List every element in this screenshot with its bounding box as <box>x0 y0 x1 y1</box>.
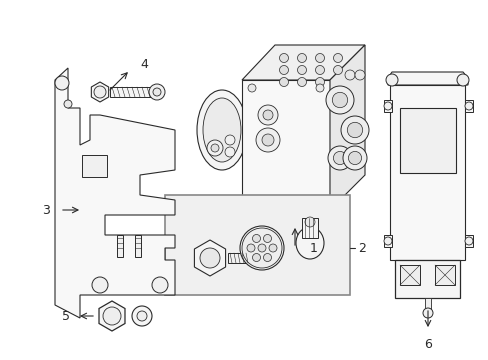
Circle shape <box>315 54 324 63</box>
Bar <box>424 298 430 313</box>
Bar <box>82 155 107 177</box>
Circle shape <box>279 54 288 63</box>
Circle shape <box>268 244 276 252</box>
Circle shape <box>240 226 284 270</box>
Circle shape <box>315 84 324 92</box>
Circle shape <box>263 110 272 120</box>
Circle shape <box>279 77 288 86</box>
Bar <box>227 253 249 263</box>
Circle shape <box>246 244 254 252</box>
Ellipse shape <box>295 227 324 259</box>
Circle shape <box>242 228 282 268</box>
Circle shape <box>354 70 364 80</box>
Bar <box>383 235 391 247</box>
Bar <box>135 235 141 257</box>
Circle shape <box>263 253 271 261</box>
Circle shape <box>152 277 168 293</box>
Bar <box>389 85 464 260</box>
Circle shape <box>347 152 361 165</box>
Circle shape <box>305 217 314 227</box>
Bar <box>117 235 123 257</box>
Circle shape <box>258 105 278 125</box>
Circle shape <box>315 196 324 204</box>
Circle shape <box>346 122 362 138</box>
Circle shape <box>333 152 346 165</box>
Bar <box>164 195 349 295</box>
Bar <box>464 235 472 247</box>
Circle shape <box>297 77 306 86</box>
Circle shape <box>340 116 368 144</box>
Text: 2: 2 <box>357 242 365 255</box>
Circle shape <box>327 146 351 170</box>
Bar <box>464 100 472 112</box>
Circle shape <box>153 88 161 96</box>
Circle shape <box>333 54 342 63</box>
Bar <box>399 108 455 173</box>
Polygon shape <box>387 72 467 85</box>
Polygon shape <box>329 45 364 210</box>
Circle shape <box>263 234 271 243</box>
Circle shape <box>342 146 366 170</box>
Circle shape <box>333 66 342 75</box>
Bar <box>394 260 459 298</box>
Circle shape <box>206 140 223 156</box>
Circle shape <box>456 74 468 86</box>
Ellipse shape <box>197 90 246 170</box>
Circle shape <box>252 253 260 261</box>
Bar <box>302 218 317 238</box>
Text: 3: 3 <box>42 203 50 216</box>
Circle shape <box>325 86 353 114</box>
Circle shape <box>64 100 72 108</box>
Text: 4: 4 <box>140 58 147 71</box>
Circle shape <box>200 248 220 268</box>
Circle shape <box>262 134 273 146</box>
Circle shape <box>224 135 235 145</box>
Bar <box>383 100 391 112</box>
Bar <box>110 87 155 97</box>
Circle shape <box>464 102 472 110</box>
Text: 1: 1 <box>309 242 317 255</box>
Circle shape <box>224 147 235 157</box>
Circle shape <box>315 66 324 75</box>
Text: 6: 6 <box>423 338 431 351</box>
Text: 5: 5 <box>62 310 70 323</box>
Circle shape <box>103 307 121 325</box>
Polygon shape <box>242 45 364 80</box>
Polygon shape <box>285 210 305 228</box>
Circle shape <box>297 66 306 75</box>
Circle shape <box>137 311 147 321</box>
Polygon shape <box>55 68 175 318</box>
Circle shape <box>315 77 324 86</box>
Circle shape <box>55 76 69 90</box>
Circle shape <box>256 128 280 152</box>
Circle shape <box>422 308 432 318</box>
Bar <box>434 265 454 285</box>
Circle shape <box>258 244 265 252</box>
Circle shape <box>210 144 219 152</box>
Circle shape <box>297 54 306 63</box>
Circle shape <box>383 237 391 245</box>
Polygon shape <box>242 80 329 210</box>
Circle shape <box>94 86 106 98</box>
Circle shape <box>279 66 288 75</box>
Circle shape <box>149 84 164 100</box>
Circle shape <box>92 277 108 293</box>
Circle shape <box>247 84 256 92</box>
Circle shape <box>464 237 472 245</box>
Circle shape <box>345 70 354 80</box>
Circle shape <box>385 74 397 86</box>
Circle shape <box>247 196 256 204</box>
Bar <box>399 265 419 285</box>
Circle shape <box>332 92 347 108</box>
Circle shape <box>252 234 260 243</box>
Circle shape <box>383 102 391 110</box>
Circle shape <box>132 306 152 326</box>
Ellipse shape <box>203 98 241 162</box>
Circle shape <box>290 218 298 226</box>
